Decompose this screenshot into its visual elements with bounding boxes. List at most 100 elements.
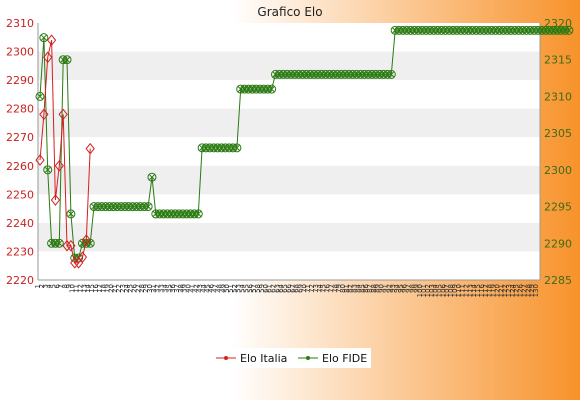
- x-tick-label: 4: [46, 283, 54, 288]
- x-tick-label: 89: [374, 284, 382, 293]
- x-tick-label: 15: [88, 284, 96, 293]
- data-point-mark-fide: [195, 211, 202, 217]
- x-tick-label: 38: [177, 284, 185, 293]
- x-tick-label: 1: [34, 284, 42, 288]
- x-tick-label: 91: [381, 284, 389, 293]
- data-point-mark-fide: [44, 167, 51, 173]
- x-tick-label: 51: [227, 284, 235, 293]
- x-tick-label: 68: [293, 284, 301, 293]
- legend-box: [211, 348, 371, 368]
- x-tick-label: 121: [497, 284, 505, 297]
- x-tick-label: 78: [331, 284, 339, 293]
- data-point-italia: [43, 51, 53, 64]
- chart-title: Grafico Elo: [257, 5, 322, 19]
- data-point-italia: [77, 251, 88, 263]
- data-point-fide: [39, 33, 49, 43]
- data-point-italia: [70, 257, 80, 269]
- x-tick-label: 23: [119, 284, 127, 293]
- x-tick-label: 43: [196, 284, 204, 293]
- x-tick-label: 105: [435, 284, 443, 297]
- x-tick-label: 94: [393, 283, 401, 292]
- x-tick-label: 56: [246, 283, 254, 292]
- x-tick-label: 11: [73, 284, 81, 293]
- x-tick-label: 114: [470, 283, 478, 297]
- x-tick-label: 50: [223, 284, 231, 293]
- x-tick-label: 72: [308, 284, 316, 293]
- grid-band: [38, 165, 540, 195]
- data-point-italia: [39, 108, 49, 121]
- x-tick-label: 13: [80, 284, 88, 293]
- x-tick-label: 79: [335, 284, 343, 293]
- x-tick-label: 87: [366, 284, 374, 293]
- x-tick-label: 41: [188, 284, 196, 293]
- x-tick-label: 28: [138, 284, 146, 293]
- data-point-fide: [386, 69, 396, 79]
- x-tick-label: 102: [424, 284, 432, 297]
- data-point-fide: [147, 172, 157, 182]
- x-tick-label: 119: [490, 284, 498, 297]
- x-tick-label: 57: [250, 284, 258, 293]
- x-tick-label: 90: [378, 284, 386, 293]
- x-tick-label: 116: [478, 283, 486, 297]
- x-tick-label: 122: [501, 284, 509, 297]
- x-tick-label: 129: [528, 284, 536, 297]
- x-tick-label: 115: [474, 284, 482, 297]
- x-tick-label: 83: [351, 284, 359, 293]
- x-tick-label: 37: [173, 284, 181, 293]
- x-tick-label: 8: [61, 284, 69, 288]
- x-tick-label: 46: [208, 283, 216, 292]
- x-tick-label: 86: [362, 283, 370, 292]
- x-tick-label: 10: [69, 284, 77, 293]
- x-tick-label: 48: [215, 284, 223, 293]
- data-point-fide: [35, 91, 45, 101]
- data-point-italia: [50, 194, 61, 206]
- x-tick-label: 111: [459, 284, 467, 297]
- x-tick-label: 107: [443, 284, 451, 297]
- y-left-tick-label: 2220: [6, 274, 34, 287]
- data-point-fide: [143, 202, 153, 212]
- y-left-tick-label: 2310: [6, 17, 34, 30]
- y-left-tick-label: 2290: [6, 74, 34, 87]
- x-tick-label: 39: [181, 284, 189, 293]
- x-tick-label: 26: [131, 283, 139, 292]
- x-tick-label: 19: [103, 284, 111, 293]
- x-tick-label: 53: [235, 284, 243, 293]
- x-tick-label: 101: [420, 284, 428, 297]
- x-tick-label: 40: [185, 284, 193, 293]
- data-point-mark-fide: [37, 93, 43, 100]
- x-tick-label: 104: [432, 283, 440, 297]
- data-point-fide: [232, 143, 242, 153]
- data-point-fide: [54, 238, 64, 248]
- x-tick-label: 29: [142, 284, 150, 293]
- grid-band: [38, 222, 540, 252]
- x-tick-label: 97: [405, 284, 413, 293]
- x-tick-label: 96: [401, 283, 409, 292]
- x-tick-label: 20: [107, 284, 115, 293]
- x-tick-label: 35: [165, 284, 173, 293]
- x-tick-label: 99: [412, 284, 420, 293]
- x-tick-label: 82: [347, 284, 355, 293]
- x-tick-label: 106: [439, 283, 447, 297]
- y-right-tick-label: 2310: [544, 90, 572, 103]
- y-right-tick-label: 2315: [544, 54, 572, 67]
- x-tick-label: 73: [312, 284, 320, 293]
- data-point-mark-fide: [388, 71, 395, 78]
- x-tick-label: 103: [428, 284, 436, 297]
- x-tick-label: 30: [146, 284, 154, 293]
- x-tick-label: 9: [65, 284, 73, 288]
- x-tick-label: 55: [242, 284, 250, 293]
- x-tick-label: 126: [517, 283, 525, 297]
- y-right-tick-label: 2300: [544, 164, 572, 177]
- x-tick-label: 93: [389, 284, 397, 293]
- x-tick-label: 12: [76, 284, 84, 293]
- x-tick-label: 64: [277, 283, 285, 292]
- x-tick-label: 80: [339, 284, 347, 293]
- x-tick-label: 2: [38, 284, 46, 288]
- data-point-italia: [58, 108, 68, 121]
- x-tick-label: 16: [92, 283, 100, 292]
- x-tick-label: 18: [100, 284, 108, 293]
- y-right-tick-label: 2285: [544, 274, 572, 287]
- x-tick-label: 31: [150, 284, 158, 293]
- y-left-tick-label: 2260: [6, 160, 34, 173]
- legend: Elo Italia Elo FIDE: [211, 348, 371, 368]
